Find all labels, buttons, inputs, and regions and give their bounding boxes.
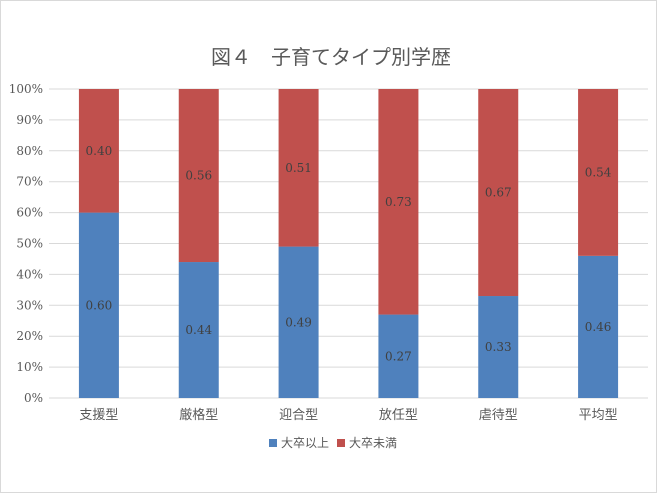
bar-segment xyxy=(278,89,319,247)
y-tick-label: 20% xyxy=(16,329,43,343)
data-label: 0.54 xyxy=(585,165,612,179)
legend-label: 大卒以上 xyxy=(281,436,329,450)
data-label: 0.73 xyxy=(385,195,412,209)
category-label: 迎合型 xyxy=(279,408,318,423)
bar-segment xyxy=(78,212,119,398)
bar-segment xyxy=(478,296,519,398)
y-tick-label: 0% xyxy=(24,391,43,405)
y-tick-label: 10% xyxy=(16,360,43,374)
bar-segment xyxy=(378,89,419,315)
category-label: 平均型 xyxy=(579,408,618,423)
data-label: 0.51 xyxy=(285,161,312,175)
bar-segment xyxy=(178,262,219,398)
legend-swatch xyxy=(269,439,277,447)
category-label: 放任型 xyxy=(379,408,418,423)
data-label: 0.60 xyxy=(86,298,113,312)
y-tick-label: 70% xyxy=(16,175,43,189)
y-tick-label: 60% xyxy=(16,206,43,220)
gridlines xyxy=(49,88,648,399)
data-label: 0.33 xyxy=(485,340,512,354)
bar-segment xyxy=(378,314,419,398)
category-label: 支援型 xyxy=(79,408,118,423)
bar-segment xyxy=(578,255,619,398)
x-axis-categories: 支援型 厳格型 迎合型 放任型 虐待型 平均型 xyxy=(79,407,617,423)
bar-segment xyxy=(278,246,319,398)
data-label: 0.46 xyxy=(585,320,612,334)
data-label: 0.27 xyxy=(385,349,412,363)
y-tick-label: 100% xyxy=(9,82,43,96)
bars xyxy=(78,89,619,398)
bar-segment xyxy=(478,89,519,297)
data-label: 0.40 xyxy=(86,144,113,158)
data-label: 0.49 xyxy=(285,315,312,329)
legend: 大卒以上 大卒未満 xyxy=(269,436,397,450)
y-tick-label: 30% xyxy=(16,298,43,312)
y-tick-label: 90% xyxy=(16,113,43,127)
data-label: 0.67 xyxy=(485,186,512,200)
data-label: 0.56 xyxy=(185,169,212,183)
bar-segment xyxy=(578,89,619,256)
y-tick-label: 50% xyxy=(16,237,43,251)
y-tick-label: 80% xyxy=(16,144,43,158)
chart-title: 図４ 子育てタイプ別学歴 xyxy=(211,45,451,69)
category-label: 厳格型 xyxy=(179,407,218,423)
data-label: 0.44 xyxy=(185,323,212,337)
data-labels: 0.60 0.40 0.44 0.56 0.49 0.51 0.27 0.73 0.33 0.67… xyxy=(86,144,612,363)
category-label: 虐待型 xyxy=(479,407,518,423)
y-axis-ticks: 0% 10% 20% 30% 40% 50% 60% 70% 80% 90% 100% xyxy=(9,82,43,405)
bar-segment xyxy=(178,89,219,263)
legend-swatch xyxy=(337,439,345,447)
y-tick-label: 40% xyxy=(16,267,43,281)
legend-label: 大卒未満 xyxy=(349,436,397,450)
bar-segment xyxy=(78,89,119,213)
